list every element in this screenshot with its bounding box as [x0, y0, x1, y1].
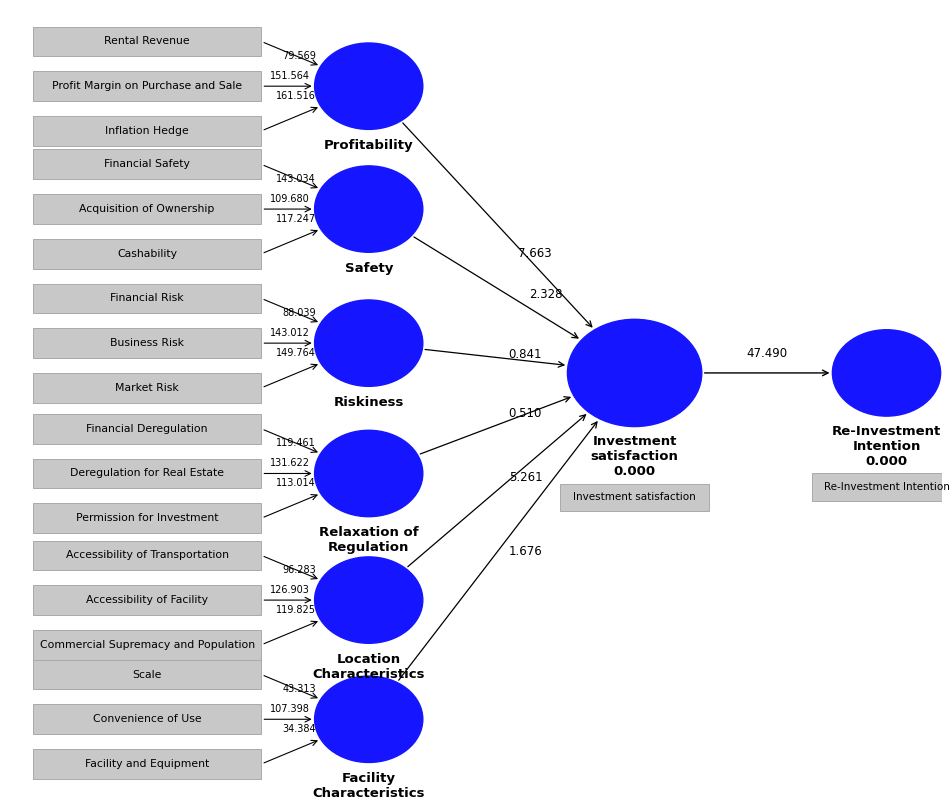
Text: 151.564: 151.564 [270, 71, 310, 81]
Text: 131.622: 131.622 [270, 458, 310, 468]
Circle shape [314, 676, 423, 762]
Text: Facility
Characteristics: Facility Characteristics [312, 772, 425, 798]
Text: 43.313: 43.313 [283, 684, 316, 694]
Text: 0.841: 0.841 [508, 348, 542, 361]
Circle shape [314, 300, 423, 386]
FancyBboxPatch shape [33, 26, 262, 57]
FancyBboxPatch shape [33, 149, 262, 180]
FancyBboxPatch shape [33, 540, 262, 571]
FancyBboxPatch shape [33, 414, 262, 444]
Circle shape [314, 166, 423, 252]
Text: Acquisition of Ownership: Acquisition of Ownership [79, 204, 215, 214]
Text: Inflation Hedge: Inflation Hedge [106, 126, 189, 136]
Text: Re-Investment
Intention
0.000: Re-Investment Intention 0.000 [832, 425, 942, 468]
Text: 143.012: 143.012 [270, 328, 310, 338]
Text: 149.764: 149.764 [276, 348, 316, 358]
Circle shape [314, 43, 423, 129]
Text: Relaxation of
Regulation: Relaxation of Regulation [319, 527, 419, 555]
FancyBboxPatch shape [33, 194, 262, 224]
Text: 96.283: 96.283 [283, 565, 316, 575]
FancyBboxPatch shape [33, 71, 262, 101]
Text: Cashability: Cashability [117, 249, 177, 259]
Text: 1.676: 1.676 [508, 545, 543, 558]
Text: Safety: Safety [345, 262, 393, 275]
Text: Financial Safety: Financial Safety [104, 160, 190, 169]
Text: Profitability: Profitability [324, 139, 413, 152]
FancyBboxPatch shape [33, 749, 262, 779]
Text: 113.014: 113.014 [276, 478, 316, 488]
FancyBboxPatch shape [33, 328, 262, 358]
FancyBboxPatch shape [33, 283, 262, 314]
Text: Investment satisfaction: Investment satisfaction [573, 492, 696, 502]
Text: Profit Margin on Purchase and Sale: Profit Margin on Purchase and Sale [52, 81, 242, 91]
Text: 5.261: 5.261 [508, 471, 543, 484]
Text: Location
Characteristics: Location Characteristics [312, 653, 425, 681]
Text: 119.461: 119.461 [276, 438, 316, 448]
FancyBboxPatch shape [33, 585, 262, 615]
Text: Permission for Investment: Permission for Investment [76, 513, 218, 523]
FancyBboxPatch shape [560, 484, 709, 511]
Circle shape [314, 430, 423, 516]
Circle shape [314, 557, 423, 643]
Text: Re-Investment Intention: Re-Investment Intention [823, 482, 949, 492]
Text: 161.516: 161.516 [276, 91, 316, 101]
FancyBboxPatch shape [33, 705, 262, 734]
Circle shape [832, 330, 941, 416]
FancyBboxPatch shape [812, 473, 952, 500]
FancyBboxPatch shape [33, 373, 262, 403]
FancyBboxPatch shape [33, 116, 262, 146]
Text: 109.680: 109.680 [270, 194, 310, 203]
FancyBboxPatch shape [33, 630, 262, 660]
Text: 7.663: 7.663 [518, 247, 551, 260]
Text: Riskiness: Riskiness [333, 396, 404, 409]
Text: Convenience of Use: Convenience of Use [92, 714, 202, 725]
Text: Scale: Scale [132, 670, 162, 680]
Text: 88.039: 88.039 [283, 308, 316, 318]
Text: 0.510: 0.510 [508, 408, 542, 421]
Text: Deregulation for Real Estate: Deregulation for Real Estate [70, 468, 224, 479]
Text: Financial Risk: Financial Risk [110, 294, 184, 303]
Text: Rental Revenue: Rental Revenue [105, 37, 190, 46]
Text: Investment
satisfaction
0.000: Investment satisfaction 0.000 [590, 436, 679, 479]
Text: Financial Deregulation: Financial Deregulation [87, 424, 208, 434]
FancyBboxPatch shape [33, 239, 262, 269]
Text: 79.569: 79.569 [282, 51, 316, 61]
FancyBboxPatch shape [33, 504, 262, 533]
Text: 34.384: 34.384 [283, 724, 316, 734]
Text: 117.247: 117.247 [276, 214, 316, 224]
Text: 126.903: 126.903 [270, 585, 310, 595]
Text: 143.034: 143.034 [276, 174, 316, 184]
Text: 107.398: 107.398 [270, 704, 310, 714]
FancyBboxPatch shape [33, 459, 262, 488]
Text: Market Risk: Market Risk [115, 383, 179, 393]
Text: 119.825: 119.825 [276, 605, 316, 615]
Text: Accessibility of Transportation: Accessibility of Transportation [66, 551, 228, 560]
Text: 2.328: 2.328 [529, 288, 563, 301]
Text: Accessibility of Facility: Accessibility of Facility [86, 595, 208, 605]
Text: Facility and Equipment: Facility and Equipment [85, 759, 209, 769]
Text: Business Risk: Business Risk [110, 338, 184, 348]
FancyBboxPatch shape [33, 660, 262, 689]
Circle shape [567, 319, 702, 427]
Text: 47.490: 47.490 [746, 346, 787, 360]
Text: Commercial Supremacy and Population: Commercial Supremacy and Population [40, 640, 255, 650]
